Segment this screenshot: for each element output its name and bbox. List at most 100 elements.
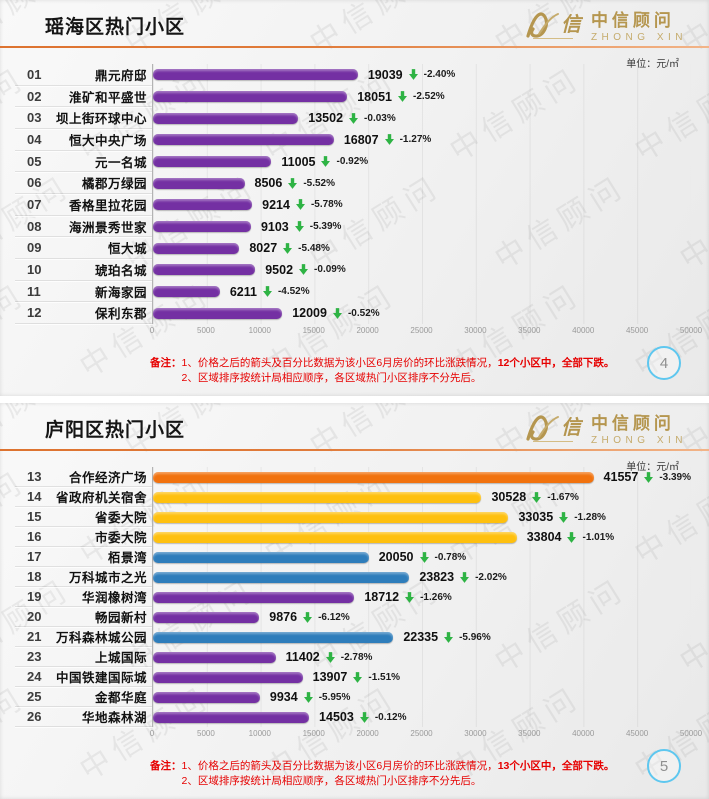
community-name-label: 元一名城 <box>94 155 147 170</box>
value-bar[interactable] <box>153 91 348 102</box>
value-bar[interactable] <box>153 571 410 583</box>
chart-row: 13 合作经济广场 41557 -3.39% <box>15 467 691 487</box>
footnote-line1-emphasis: 12个小区中，全部下跌。 <box>497 357 615 369</box>
value-bar[interactable] <box>153 691 260 703</box>
change-percent-label: -5.39% <box>309 221 342 233</box>
community-name-label: 万科森林城公园 <box>55 631 147 645</box>
value-bar[interactable] <box>153 199 253 211</box>
value-bar[interactable] <box>153 156 272 168</box>
row-label-group: 08 海洲景秀世家 <box>15 216 152 238</box>
value-bar[interactable] <box>153 221 251 233</box>
row-rank-label: 07 <box>27 196 42 212</box>
x-axis-tick: 50000 <box>679 729 703 738</box>
row-rank-label: 21 <box>27 629 42 644</box>
community-name-label: 中国铁建国际城 <box>55 671 147 685</box>
value-bar[interactable] <box>153 491 482 503</box>
x-axis-tick: 35000 <box>518 326 541 336</box>
change-percent-label: -0.12% <box>374 711 407 723</box>
down-arrow-icon <box>567 531 577 543</box>
change-percent-label: -0.03% <box>364 112 396 124</box>
bar-track: 33804 -1.01% <box>152 527 691 547</box>
row-rank-label: 03 <box>27 110 42 126</box>
bar-track: 11402 -2.78% <box>152 647 691 667</box>
row-label-group: 06 橘郡万绿园 <box>15 172 152 195</box>
down-arrow-icon <box>303 611 313 623</box>
unit-label: 单位：元/㎡ <box>626 462 679 473</box>
brand-logo: 信 中信顾问 ZHONG XIN <box>525 409 687 446</box>
change-percent-label: -6.12% <box>318 611 350 623</box>
x-axis-tick: 40000 <box>572 729 595 738</box>
value-bar[interactable] <box>153 511 509 523</box>
row-rank-label: 04 <box>27 131 42 147</box>
bar-chart-luyang: 13 合作经济广场 41557 -3.39% 14 省政府机关宿舍 30528 -1.67% 1… <box>15 467 702 740</box>
x-axis-spacer <box>15 727 152 740</box>
bar-track: 9876 -6.12% <box>152 607 691 627</box>
footnote-line1: 1、价格之后的箭头及百分比数据为该小区6月房价的环比涨跌情况， <box>181 760 498 772</box>
row-rank-label: 05 <box>27 153 42 169</box>
value-bar[interactable] <box>153 631 394 643</box>
value-bar[interactable] <box>153 134 334 146</box>
slide-yaohai-district: 中信顾问 中信顾问 中信顾问 中信顾问 中信顾问 中信顾问 中信顾问 中信顾问 中信顾问 中信顾问… <box>0 0 709 396</box>
value-bar[interactable] <box>153 531 517 543</box>
value-bar[interactable] <box>153 651 276 663</box>
value-bar[interactable] <box>153 471 594 483</box>
value-bar[interactable] <box>153 611 260 623</box>
community-name-label: 合作经济广场 <box>68 471 147 485</box>
chart-row: 24 中国铁建国际城 13907 -1.51% <box>15 667 691 687</box>
x-axis-tick: 40000 <box>572 326 595 336</box>
svg-text:信: 信 <box>561 13 583 36</box>
row-rank-label: 08 <box>27 218 42 234</box>
row-rank-label: 09 <box>27 240 42 256</box>
value-bar[interactable] <box>153 264 256 276</box>
chart-row: 20 畅园新村 9876 -6.12% <box>15 607 691 627</box>
chart-row: 05 元一名城 11005 -0.92% <box>15 150 691 173</box>
value-bar[interactable] <box>153 591 355 603</box>
value-bar[interactable] <box>153 242 240 254</box>
x-axis-tick: 15000 <box>302 729 325 738</box>
down-arrow-icon <box>444 631 454 643</box>
community-name-label: 栢景湾 <box>107 551 147 565</box>
price-value-label: 9103 <box>260 219 289 234</box>
bar-track: 9502 -0.09% <box>152 259 691 281</box>
down-arrow-icon <box>288 177 298 189</box>
value-bar[interactable] <box>153 286 220 298</box>
value-bar[interactable] <box>153 551 369 563</box>
value-bar[interactable] <box>153 112 299 124</box>
value-bar[interactable] <box>153 307 283 319</box>
value-bar[interactable] <box>153 671 303 683</box>
change-percent-label: -1.51% <box>368 671 401 683</box>
change-percent-label: -0.52% <box>347 307 380 319</box>
brand-name-en: ZHONG XIN <box>590 32 687 43</box>
change-percent-label: -5.52% <box>303 177 336 189</box>
page-title: 瑶海区热门小区 <box>45 17 186 38</box>
row-rank-label: 12 <box>27 305 42 321</box>
x-axis-tick: 0 <box>149 326 155 336</box>
price-value-label: 9502 <box>265 262 294 277</box>
footnote-label: 备注： <box>150 760 182 772</box>
chart-row: 11 新海家园 6211 -4.52% <box>15 280 691 303</box>
row-rank-label: 23 <box>27 649 42 664</box>
down-arrow-icon <box>299 264 309 276</box>
price-value-label: 8506 <box>254 176 283 191</box>
x-axis-tick: 35000 <box>518 729 541 738</box>
slide-luyang-district: 中信顾问 中信顾问 中信顾问 中信顾问 中信顾问 中信顾问 中信顾问 中信顾问 中信顾问 中信顾问… <box>0 403 709 799</box>
bar-track: 30528 -1.67% <box>152 487 691 507</box>
x-axis-tick: 5000 <box>196 326 215 336</box>
footnote-line2: 2、区域排序按统计局相应顺序，各区域热门小区排序不分先后。 <box>181 372 482 384</box>
down-arrow-icon <box>397 91 407 102</box>
chart-row: 15 省委大院 33035 -1.28% <box>15 507 691 527</box>
row-rank-label: 24 <box>27 669 42 684</box>
row-label-group: 04 恒大中央广场 <box>15 129 152 151</box>
x-axis-tick: 10000 <box>248 326 271 336</box>
x-axis-tick: 30000 <box>464 729 487 738</box>
x-axis-tick: 20000 <box>356 326 379 336</box>
value-bar[interactable] <box>153 711 310 723</box>
row-rank-label: 16 <box>27 529 42 544</box>
footnote-label: 备注： <box>150 357 182 369</box>
value-bar[interactable] <box>153 69 358 81</box>
community-name-label: 省政府机关宿舍 <box>55 491 147 505</box>
community-name-label: 海洲景秀世家 <box>68 220 147 235</box>
value-bar[interactable] <box>153 177 245 189</box>
price-value-label: 20050 <box>378 550 414 564</box>
row-label-group: 10 琥珀名城 <box>15 259 152 281</box>
